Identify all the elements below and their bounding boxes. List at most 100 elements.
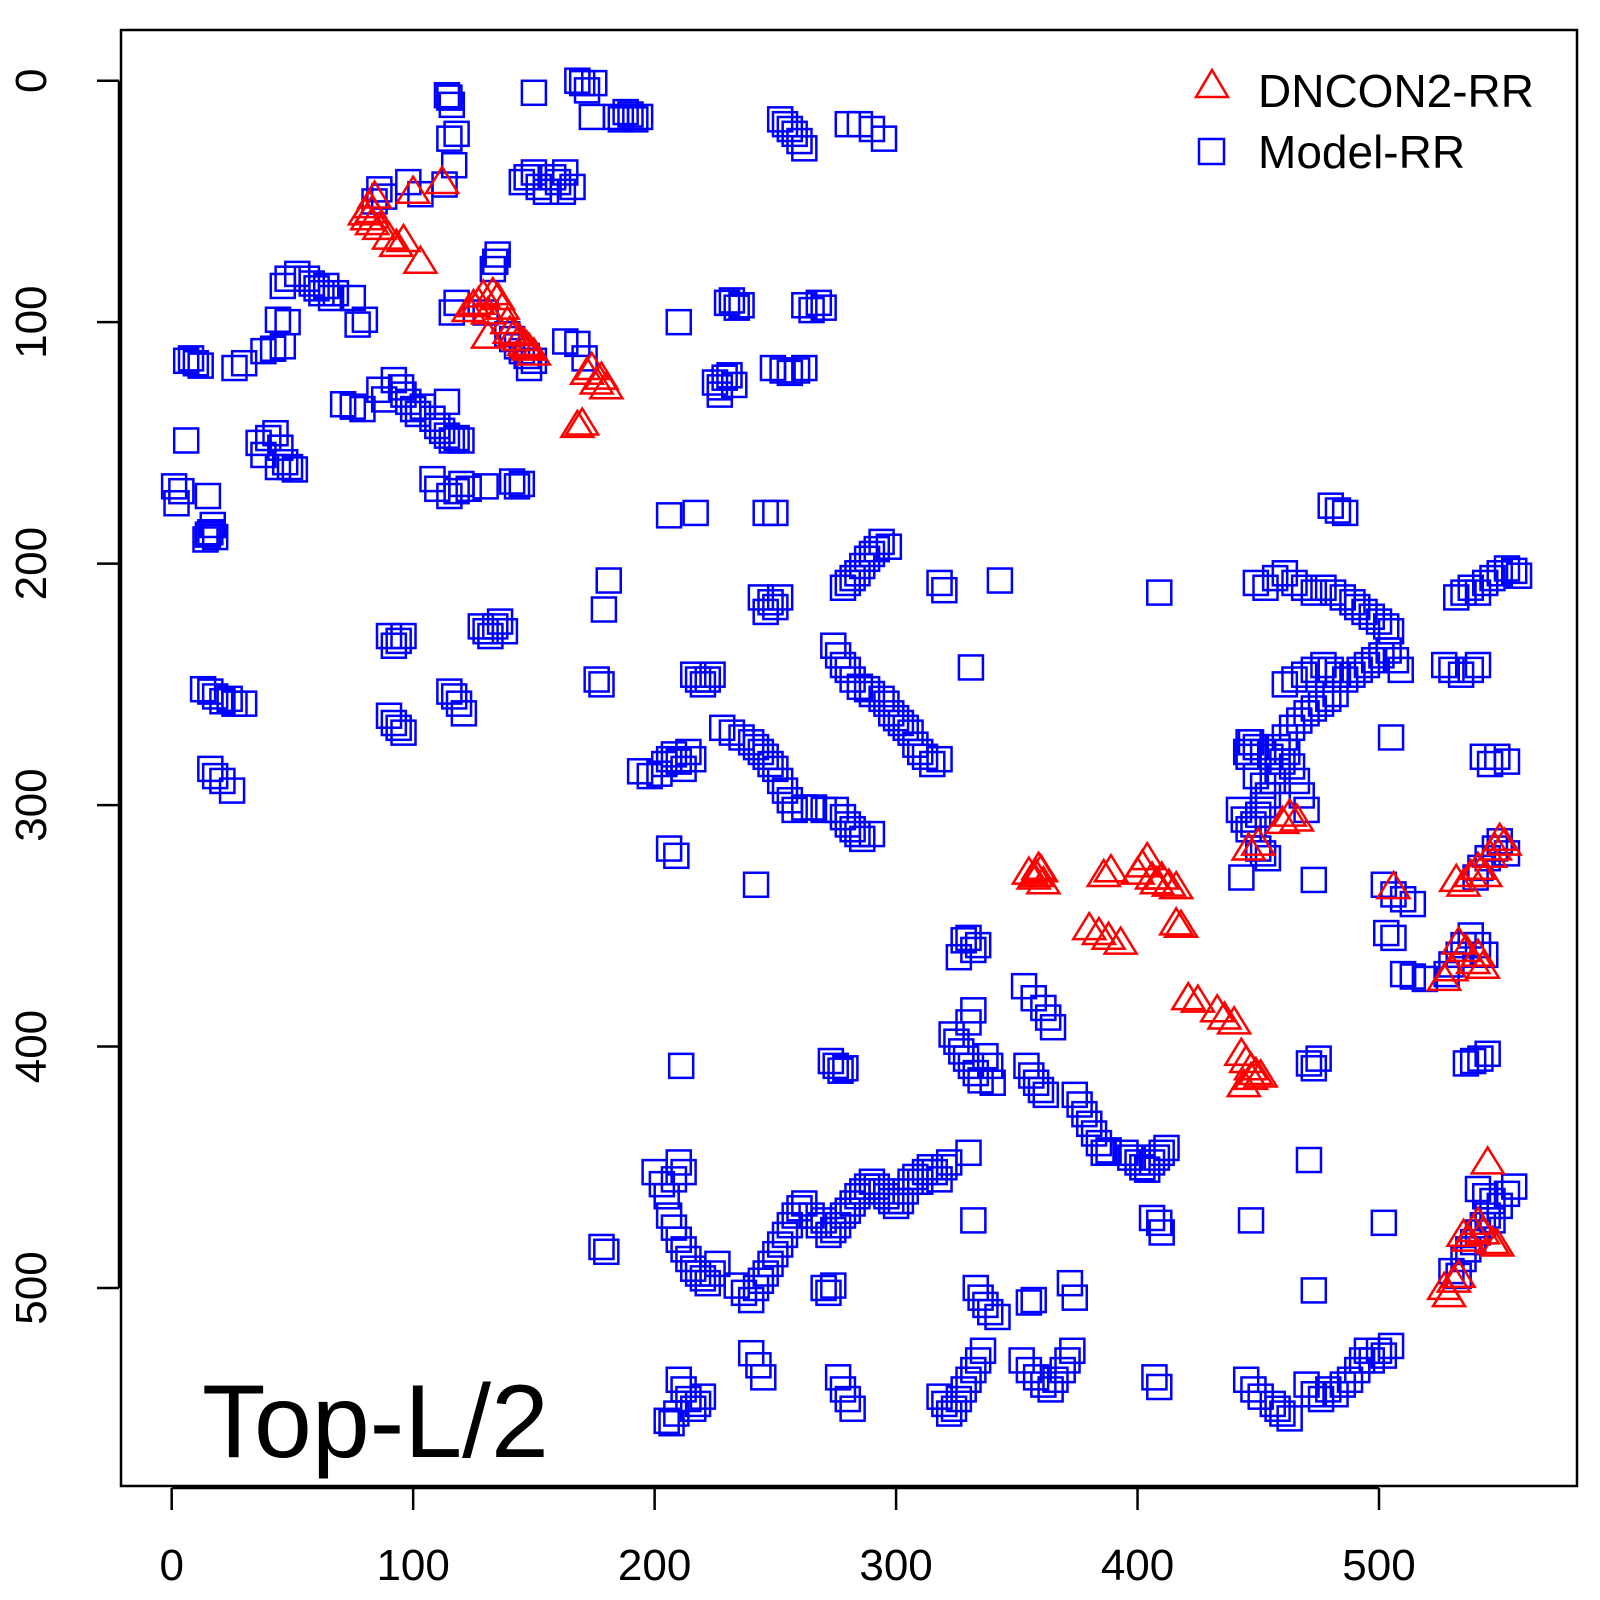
model-rr-point bbox=[1146, 579, 1173, 606]
dncon2-rr-point bbox=[1198, 992, 1236, 1023]
model-rr-point bbox=[322, 279, 350, 307]
model-rr-point bbox=[1242, 733, 1270, 761]
dncon2-rr-point bbox=[356, 179, 393, 209]
model-rr-point bbox=[187, 352, 214, 379]
model-rr-point bbox=[1372, 613, 1400, 640]
model-rr-point bbox=[1351, 598, 1378, 626]
model-rr-point bbox=[390, 719, 417, 746]
model-rr-point bbox=[1056, 1269, 1084, 1297]
model-rr-point bbox=[1300, 579, 1328, 606]
model-rr-point bbox=[375, 622, 403, 650]
model-rr-point bbox=[349, 395, 376, 423]
model-rr-point bbox=[1143, 1144, 1171, 1171]
model-rr-point bbox=[1457, 656, 1485, 684]
model-rr-point bbox=[1235, 815, 1262, 843]
model-rr-point bbox=[766, 767, 794, 795]
model-rr-point bbox=[1452, 1050, 1480, 1077]
dncon2-rr-point bbox=[1435, 1263, 1473, 1293]
dncon2-rr-point bbox=[588, 369, 625, 400]
x-tick-label: 100 bbox=[376, 1541, 449, 1590]
dncon2-rr-point bbox=[385, 222, 422, 253]
model-rr-point bbox=[1389, 960, 1417, 988]
model-rr-point bbox=[706, 381, 734, 408]
y-tick-label: 500 bbox=[7, 1251, 56, 1324]
model-rr-point bbox=[1237, 1207, 1265, 1234]
dncon2-rr-point bbox=[1215, 1004, 1253, 1035]
model-rr-point bbox=[670, 1158, 697, 1186]
x-tick-label: 500 bbox=[1342, 1541, 1415, 1590]
dncon2-rr-point bbox=[1157, 905, 1195, 936]
model-rr-point bbox=[1474, 1040, 1501, 1068]
model-rr-point bbox=[578, 103, 606, 131]
model-rr-point bbox=[1018, 1062, 1045, 1089]
dncon2-rr-point bbox=[1143, 860, 1180, 890]
dncon2-rr-point bbox=[1232, 1050, 1270, 1081]
model-rr-point bbox=[1013, 1052, 1040, 1080]
model-rr-point bbox=[1459, 1047, 1487, 1075]
model-rr-point bbox=[1300, 1380, 1328, 1408]
dncon2-rr-point bbox=[402, 244, 439, 274]
model-rr-point bbox=[218, 777, 246, 804]
model-rr-point bbox=[887, 709, 915, 737]
model-rr-point bbox=[1076, 1110, 1103, 1138]
model-rr-point bbox=[752, 598, 779, 626]
model-rr-point bbox=[549, 178, 577, 206]
dncon2-rr-point bbox=[1481, 821, 1518, 852]
model-rr-point bbox=[303, 275, 330, 302]
model-rr-point bbox=[194, 482, 222, 510]
model-rr-point bbox=[1344, 1356, 1371, 1384]
legend: DNCON2-RR Model-RR bbox=[1193, 65, 1534, 178]
model-rr-point bbox=[815, 1279, 842, 1307]
model-rr-point bbox=[737, 729, 765, 756]
model-rr-point bbox=[675, 1245, 702, 1273]
model-rr-point bbox=[472, 617, 499, 645]
model-rr-point bbox=[1329, 584, 1357, 611]
model-rr-point bbox=[1346, 656, 1373, 684]
model-rr-point bbox=[267, 434, 294, 461]
model-rr-point bbox=[926, 745, 953, 773]
dncon2-rr-point bbox=[1017, 857, 1055, 888]
model-rr-point bbox=[1380, 924, 1407, 952]
model-rr-point bbox=[839, 815, 866, 843]
model-rr-point bbox=[750, 1364, 777, 1391]
plot-frame bbox=[119, 28, 1579, 1488]
model-rr-point bbox=[728, 724, 755, 751]
model-rr-point bbox=[385, 714, 412, 742]
model-rr-point bbox=[443, 424, 470, 452]
model-rr-point bbox=[433, 422, 461, 449]
model-rr-point bbox=[945, 1385, 973, 1413]
dncon2-rr-point bbox=[1162, 908, 1200, 938]
model-rr-point bbox=[757, 1250, 784, 1278]
model-rr-point bbox=[482, 613, 509, 640]
dncon2-rr-point bbox=[1479, 1227, 1516, 1257]
model-rr-point bbox=[670, 755, 697, 783]
model-rr-point bbox=[172, 347, 200, 375]
model-rr-point bbox=[197, 518, 224, 546]
dncon2-rr-point bbox=[559, 408, 596, 439]
model-rr-point bbox=[689, 1265, 717, 1292]
model-rr-point bbox=[1034, 1004, 1062, 1031]
model-rr-point bbox=[892, 714, 919, 742]
model-rr-point bbox=[1300, 695, 1328, 722]
model-rr-point bbox=[1300, 1277, 1328, 1304]
model-rr-point bbox=[962, 1059, 990, 1087]
model-rr-point bbox=[573, 77, 601, 104]
model-rr-point bbox=[1271, 671, 1299, 698]
model-rr-point bbox=[380, 709, 408, 737]
legend-label-model-rr: Model-RR bbox=[1258, 126, 1465, 178]
dncon2-rr-point bbox=[469, 319, 507, 349]
model-rr-point bbox=[259, 335, 287, 362]
model-rr-point bbox=[581, 69, 608, 97]
model-rr-point bbox=[844, 820, 871, 848]
model-rr-point bbox=[477, 622, 504, 650]
model-rr-point bbox=[1484, 743, 1511, 771]
model-rr-point bbox=[776, 359, 804, 387]
model-rr-point bbox=[684, 1260, 712, 1287]
model-rr-point bbox=[1269, 1400, 1296, 1427]
dncon2-rr-point bbox=[378, 227, 415, 258]
model-rr-point bbox=[800, 794, 828, 821]
model-rr-point bbox=[293, 265, 321, 292]
model-rr-point bbox=[1148, 1219, 1175, 1246]
y-tick-label: 300 bbox=[7, 768, 56, 841]
model-rr-point bbox=[1370, 1209, 1398, 1237]
